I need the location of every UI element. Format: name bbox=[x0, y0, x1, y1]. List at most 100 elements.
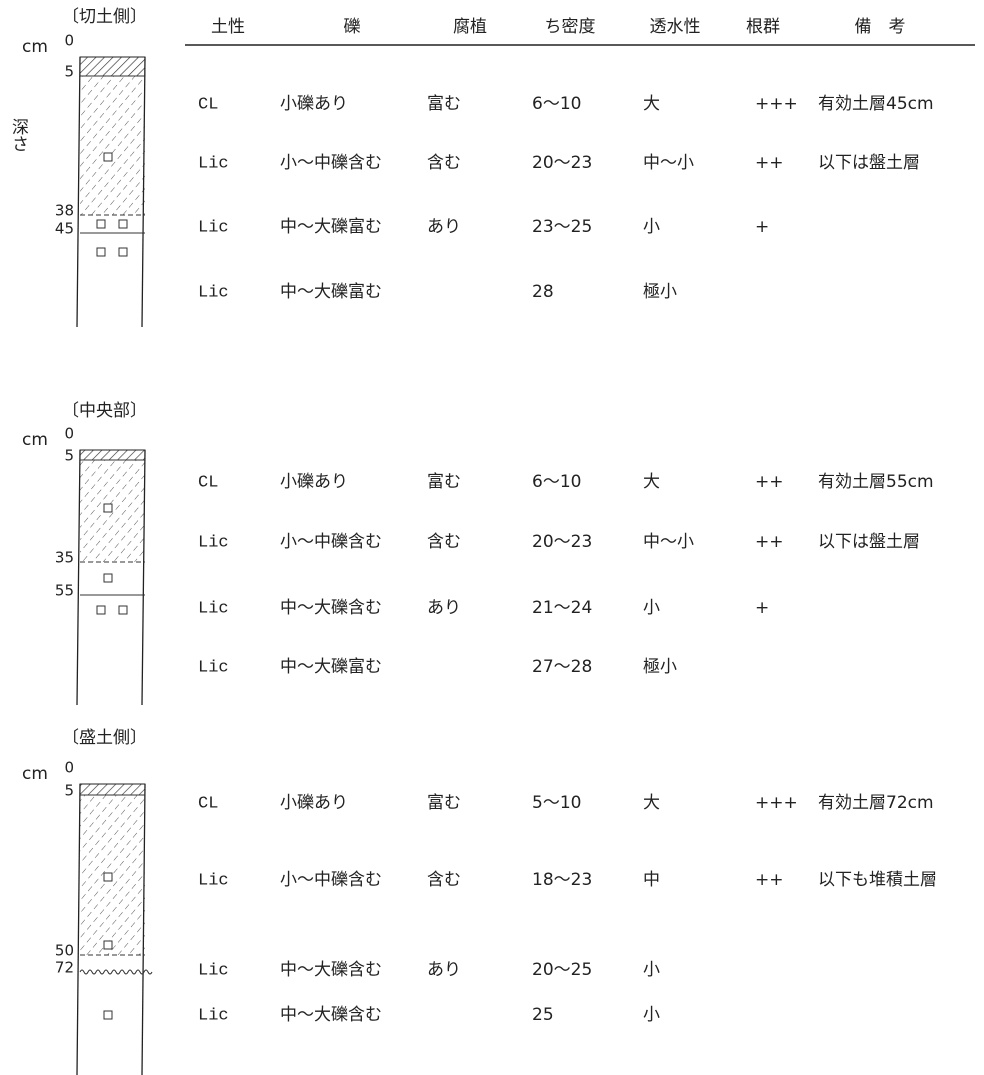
cell: 富む bbox=[427, 793, 461, 813]
depth-label: 5 bbox=[64, 63, 74, 81]
cell: あり bbox=[427, 217, 461, 237]
cell: 有効土層55cm bbox=[818, 472, 934, 492]
cell: 大 bbox=[643, 94, 660, 114]
profile-right bbox=[141, 56, 146, 328]
cell: 中～大礫富む bbox=[280, 217, 382, 237]
cell: 20～25 bbox=[532, 960, 592, 980]
cell: Lic bbox=[198, 283, 229, 302]
gravel-symbol bbox=[96, 219, 106, 229]
depth-label: 55 bbox=[55, 582, 74, 600]
gravel-symbol bbox=[118, 605, 128, 615]
cell: 有効土層72cm bbox=[818, 793, 934, 813]
cell: あり bbox=[427, 598, 461, 618]
column-header: 礫 bbox=[344, 17, 361, 37]
cell: 28 bbox=[532, 282, 554, 302]
cell: ++ bbox=[755, 153, 784, 173]
depth-label: 38 bbox=[55, 202, 74, 220]
cell: あり bbox=[427, 960, 461, 980]
cell: 極小 bbox=[643, 657, 677, 677]
cell: 小 bbox=[643, 960, 660, 980]
cell: 中～大礫富む bbox=[280, 657, 382, 677]
cell: 中～大礫含む bbox=[280, 1005, 382, 1025]
gravel-symbol bbox=[96, 247, 106, 257]
cell: 6～10 bbox=[532, 94, 581, 114]
unit-label: cm bbox=[22, 764, 48, 784]
cell: Lic bbox=[198, 218, 229, 237]
profile-left bbox=[76, 56, 81, 328]
gravel-symbol bbox=[103, 872, 113, 882]
cell: 小 bbox=[643, 217, 660, 237]
boundary bbox=[79, 969, 153, 975]
cell: ++ bbox=[755, 472, 784, 492]
profile-right bbox=[141, 449, 146, 706]
cell: 中～小 bbox=[643, 532, 694, 552]
depth-label: 0 bbox=[64, 32, 74, 50]
depth-label: 0 bbox=[64, 425, 74, 443]
cell: 中～大礫含む bbox=[280, 960, 382, 980]
cell: 小～中礫含む bbox=[280, 870, 382, 890]
column-header: 根群 bbox=[746, 17, 780, 37]
cell: 21～24 bbox=[532, 598, 592, 618]
cell: 25 bbox=[532, 1005, 554, 1025]
cell: + bbox=[755, 598, 769, 618]
depth-label: 35 bbox=[55, 549, 74, 567]
profile-right bbox=[141, 783, 146, 1075]
humus-layer bbox=[79, 56, 146, 77]
depth-label: 45 bbox=[55, 220, 74, 238]
cell: 小礫あり bbox=[280, 793, 348, 813]
section-label: 〔中央部〕 bbox=[62, 401, 147, 421]
cell: 小～中礫含む bbox=[280, 153, 382, 173]
gravel-symbol bbox=[118, 219, 128, 229]
depth-label: 50 bbox=[55, 942, 74, 960]
unit-label: cm bbox=[22, 430, 48, 450]
gravel-symbol bbox=[103, 152, 113, 162]
cell: Lic bbox=[198, 1006, 229, 1025]
cell: Lic bbox=[198, 961, 229, 980]
column-header: 土性 bbox=[211, 17, 245, 37]
cell: 極小 bbox=[643, 282, 677, 302]
cell: CL bbox=[198, 95, 218, 114]
cell: 20～23 bbox=[532, 532, 592, 552]
cell: 以下は盤土層 bbox=[818, 153, 920, 173]
cell: + bbox=[755, 217, 769, 237]
cell: +++ bbox=[755, 94, 798, 114]
cell: 6～10 bbox=[532, 472, 581, 492]
cell: 富む bbox=[427, 94, 461, 114]
cell: ++ bbox=[755, 532, 784, 552]
cell: 小～中礫含む bbox=[280, 532, 382, 552]
clay-layer bbox=[80, 76, 145, 215]
cell: 以下は盤土層 bbox=[818, 532, 920, 552]
cell: 有効土層45cm bbox=[818, 94, 934, 114]
cell: 27～28 bbox=[532, 657, 592, 677]
humus-layer bbox=[79, 783, 146, 796]
profile-left bbox=[76, 783, 81, 1075]
column-header: 腐植 bbox=[453, 17, 487, 37]
depth-label: 0 bbox=[64, 759, 74, 777]
cell: 23～25 bbox=[532, 217, 592, 237]
column-header: 備 考 bbox=[855, 17, 906, 37]
depth-label: 72 bbox=[55, 959, 74, 977]
cell: 小礫あり bbox=[280, 472, 348, 492]
profile-left bbox=[76, 449, 81, 706]
column-header: 透水性 bbox=[650, 17, 701, 37]
cell: 大 bbox=[643, 472, 660, 492]
section-label: 〔切土側〕 bbox=[62, 7, 147, 27]
cell: Lic bbox=[198, 871, 229, 890]
gravel-symbol bbox=[96, 605, 106, 615]
cell: 中～大礫富む bbox=[280, 282, 382, 302]
depth-axis-label: 深さ bbox=[8, 118, 29, 152]
cell: +++ bbox=[755, 793, 798, 813]
depth-label: 5 bbox=[64, 447, 74, 465]
cell: 富む bbox=[427, 472, 461, 492]
cell: 20～23 bbox=[532, 153, 592, 173]
cell: 含む bbox=[427, 153, 461, 173]
cell: 小礫あり bbox=[280, 94, 348, 114]
cell: 小 bbox=[643, 598, 660, 618]
cell: 含む bbox=[427, 532, 461, 552]
cell: Lic bbox=[198, 658, 229, 677]
cell: 5～10 bbox=[532, 793, 581, 813]
depth-label: 5 bbox=[64, 782, 74, 800]
gravel-symbol bbox=[103, 503, 113, 513]
cell: Lic bbox=[198, 533, 229, 552]
